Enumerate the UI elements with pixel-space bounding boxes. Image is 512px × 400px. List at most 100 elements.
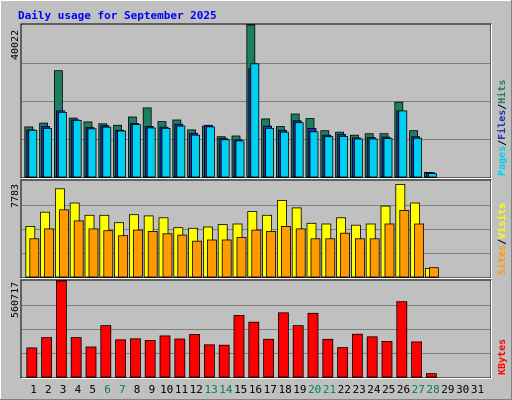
legend-separator: / (497, 140, 508, 146)
pages-bar-day-11 (176, 125, 186, 178)
kbytes-panel-ylabel: KBytes (497, 339, 508, 375)
kbytes-bar-day-4 (70, 337, 82, 378)
day-label-17: 17 (264, 383, 277, 396)
kbytes-panel-max-label: 560717 (10, 282, 21, 318)
pages-bar-day-7 (117, 130, 126, 178)
pages-bar-day-27 (413, 137, 423, 178)
day-label-13: 13 (204, 383, 217, 396)
pages-bar-day-19 (294, 122, 304, 178)
hits-legend: Hits (496, 80, 508, 104)
day-label-10: 10 (160, 383, 173, 396)
sites-bar-day-27 (414, 223, 425, 278)
sites-bar-day-9 (147, 230, 158, 278)
visits-panel-ylabel: Sites/Visits (496, 203, 508, 275)
pages-legend: Pages (497, 146, 508, 176)
pages-bar-day-17 (265, 127, 275, 178)
day-label-7: 7 (119, 383, 126, 396)
kbytes-bar-day-21 (322, 338, 334, 378)
sites-bar-day-11 (177, 234, 188, 278)
pages-bar-day-21 (324, 136, 334, 178)
day-label-26: 26 (397, 383, 410, 396)
pages-bar-day-1 (28, 129, 38, 178)
sites-bar-day-25 (384, 223, 395, 278)
sites-bar-day-20 (310, 238, 321, 278)
pages-bar-day-6 (102, 126, 112, 178)
hits-panel-ylabel: Pages/Files/Hits (496, 80, 508, 176)
sites-bar-day-10 (162, 233, 173, 278)
kbytes-bar-day-1 (26, 347, 38, 378)
kbytes-bar-day-10 (159, 335, 171, 378)
visits-legend: Visits (496, 203, 508, 239)
kbytes-bar-day-20 (307, 312, 319, 378)
day-label-18: 18 (278, 383, 291, 396)
sites-legend: Sites (496, 245, 508, 275)
day-label-31: 31 (471, 383, 484, 396)
sites-bar-day-26 (399, 209, 410, 278)
day-label-11: 11 (175, 383, 188, 396)
kbytes-bar-day-11 (174, 338, 186, 378)
pages-bar-day-20 (309, 131, 319, 178)
kbytes-bar-day-7 (115, 339, 126, 378)
kbytes-bar-day-18 (277, 312, 289, 378)
day-label-23: 23 (352, 383, 365, 396)
pages-bar-day-3 (58, 112, 67, 178)
kbytes-bar-day-16 (248, 321, 260, 378)
pages-bar-day-9 (146, 127, 156, 178)
kbytes-bar-day-2 (41, 337, 52, 378)
legend-separator: / (497, 239, 508, 245)
sites-bar-day-16 (251, 229, 262, 278)
kbytes-legend: KBytes (497, 339, 508, 375)
kbytes-bar-day-25 (381, 340, 393, 378)
pages-bar-day-2 (43, 127, 52, 178)
day-label-1: 1 (30, 383, 37, 396)
day-label-22: 22 (338, 383, 351, 396)
files-legend: Files (496, 110, 508, 140)
day-label-24: 24 (367, 383, 381, 396)
sites-bar-day-6 (103, 230, 114, 278)
sites-bar-day-8 (132, 229, 143, 278)
day-label-15: 15 (234, 383, 247, 396)
visits-panel-max-label: 7783 (10, 184, 21, 208)
pages-bar-day-5 (87, 128, 97, 178)
day-label-21: 21 (323, 383, 336, 396)
day-label-8: 8 (134, 383, 141, 396)
day-label-25: 25 (382, 383, 395, 396)
kbytes-bar-day-17 (263, 338, 275, 378)
day-label-6: 6 (104, 383, 111, 396)
kbytes-bar-day-13 (203, 344, 215, 378)
kbytes-bar-day-26 (396, 301, 408, 378)
sites-bar-day-1 (29, 238, 40, 278)
day-label-4: 4 (75, 383, 82, 396)
day-label-16: 16 (249, 383, 262, 396)
sites-bar-day-19 (295, 228, 306, 278)
visits-sites-panel: 7783 Sites/Visits (10, 179, 508, 279)
day-label-3: 3 (60, 383, 67, 396)
pages-bar-day-13 (205, 126, 215, 178)
sites-bar-day-22 (340, 232, 351, 278)
kbytes-bar-day-15 (233, 314, 245, 378)
pages-bar-day-4 (72, 120, 82, 178)
pages-bar-day-25 (383, 138, 393, 178)
pages-bar-day-23 (353, 138, 363, 178)
day-label-20: 20 (308, 383, 321, 396)
sites-bar-day-21 (325, 238, 336, 278)
day-label-14: 14 (219, 383, 233, 396)
sites-bar-day-28 (428, 267, 439, 278)
sites-bar-day-18 (280, 225, 291, 278)
pages-bar-day-26 (398, 110, 408, 178)
sites-bar-day-23 (354, 238, 365, 278)
sites-bar-day-3 (59, 209, 69, 278)
sites-bar-day-24 (369, 238, 380, 278)
day-label-9: 9 (149, 383, 156, 396)
day-label-2: 2 (45, 383, 52, 396)
pages-bar-day-12 (191, 134, 201, 178)
pages-bar-day-24 (368, 138, 378, 178)
x-axis-day-labels: 1 2 3 4 5 6 7 8 9 10 11 12 13 14 15 16 17 18 19 20 21 22 23 24 2… (30, 383, 484, 396)
day-label-27: 27 (412, 383, 425, 396)
kbytes-bar-day-23 (351, 333, 363, 378)
kbytes-bar-day-6 (100, 325, 112, 378)
day-label-19: 19 (293, 383, 306, 396)
kbytes-bar-day-27 (411, 341, 423, 378)
sites-bar-day-5 (88, 228, 99, 278)
